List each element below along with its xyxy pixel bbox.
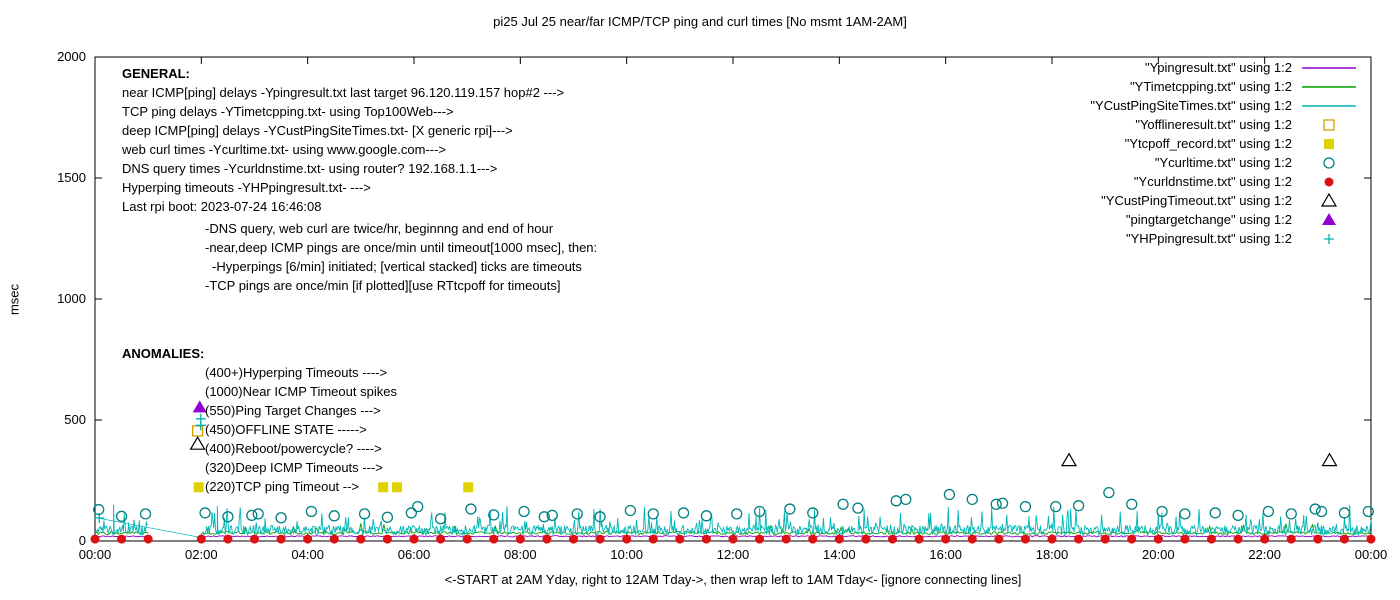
x-tick-label: 22:00 (1248, 547, 1281, 562)
anomalies-heading: ANOMALIES: (122, 346, 204, 361)
anomaly-line: (1000)Near ICMP Timeout spikes (205, 384, 397, 399)
annotations: GENERAL: near ICMP[ping] delays -Ypingres… (121, 66, 597, 494)
chart-title: pi25 Jul 25 near/far ICMP/TCP ping and c… (493, 14, 907, 29)
legend-label: "Yofflineresult.txt" using 1:2 (1135, 117, 1292, 132)
y-tick-label: 2000 (57, 49, 86, 64)
anomaly-line: (450)OFFLINE STATE -----> (205, 422, 367, 437)
x-tick-label: 06:00 (398, 547, 431, 562)
x-tick-label: 16:00 (929, 547, 962, 562)
general-line: TCP ping delays -YTimetcpping.txt- using… (122, 104, 454, 119)
x-tick-label: 10:00 (610, 547, 643, 562)
x-tick-label: 08:00 (504, 547, 537, 562)
general-heading: GENERAL: (122, 66, 190, 81)
y-tick-label: 500 (64, 412, 86, 427)
x-tick-label: 12:00 (717, 547, 750, 562)
anomaly-line: (400)Reboot/powercycle? ----> (205, 441, 382, 456)
general-note: -DNS query, web curl are twice/hr, begin… (205, 221, 554, 236)
legend-label: "Ytcpoff_record.txt" using 1:2 (1125, 136, 1292, 151)
x-tick-label: 04:00 (291, 547, 324, 562)
x-tick-label: 02:00 (185, 547, 218, 562)
series-YCustPingTimeout-txt (189, 436, 1338, 467)
series-pingtargetchange (192, 400, 207, 413)
legend: "Ypingresult.txt" using 1:2 "YTimetcpping… (1090, 60, 1356, 246)
legend-label: "Ypingresult.txt" using 1:2 (1145, 60, 1292, 75)
general-note: -Hyperpings [6/min] initiated; [vertical… (212, 259, 582, 274)
y-tick-label: 1500 (57, 170, 86, 185)
legend-label: "YCustPingTimeout.txt" using 1:2 (1101, 193, 1292, 208)
y-tick-label: 0 (79, 533, 86, 548)
anomaly-line: (220)TCP ping Timeout --> (205, 479, 359, 494)
legend-label: "Ycurldnstime.txt" using 1:2 (1134, 174, 1292, 189)
x-axis-label: <-START at 2AM Yday, right to 12AM Tday-… (444, 572, 1022, 587)
legend-label: "pingtargetchange" using 1:2 (1126, 212, 1292, 227)
legend-label: "Ycurltime.txt" using 1:2 (1155, 155, 1292, 170)
x-tick-label: 18:00 (1036, 547, 1069, 562)
series-YTimetcpping-txt (94, 523, 1372, 536)
anomaly-line: (550)Ping Target Changes ---> (205, 403, 381, 418)
anomaly-line: (400+)Hyperping Timeouts ----> (205, 365, 387, 380)
series-Ytcpoff_record-txt (193, 482, 474, 493)
y-tick-label: 1000 (57, 291, 86, 306)
series-YHPpingresult-txt (94, 413, 206, 524)
series-YCustPingSiteTimes-txt (94, 504, 1372, 537)
series-Ycurldnstime-txt (90, 534, 1376, 544)
x-tick-label: 00:00 (79, 547, 112, 562)
general-line: web curl times -Ycurltime.txt- using www… (121, 142, 446, 157)
x-tick-label: 00:00 (1355, 547, 1388, 562)
general-line: near ICMP[ping] delays -Ypingresult.txt … (122, 85, 564, 100)
legend-label: "YCustPingSiteTimes.txt" using 1:2 (1090, 98, 1292, 113)
x-tick-label: 20:00 (1142, 547, 1175, 562)
connector-lines (97, 517, 205, 539)
general-line: deep ICMP[ping] delays -YCustPingSiteTim… (122, 123, 513, 138)
general-line: Hyperping timeouts -YHPpingresult.txt- -… (122, 180, 371, 195)
x-tick-label: 14:00 (823, 547, 856, 562)
general-note: -near,deep ICMP pings are once/min until… (205, 240, 597, 255)
general-note: -TCP pings are once/min [if plotted][use… (205, 278, 561, 293)
legend-label: "YTimetcpping.txt" using 1:2 (1130, 79, 1292, 94)
series-Ycurltime-txt (93, 486, 1374, 525)
general-line: DNS query times -Ycurldnstime.txt- using… (122, 161, 497, 176)
anomaly-line: (320)Deep ICMP Timeouts ---> (205, 460, 383, 475)
general-line: Last rpi boot: 2023-07-24 16:46:08 (122, 199, 321, 214)
legend-label: "YHPpingresult.txt" using 1:2 (1126, 231, 1292, 246)
